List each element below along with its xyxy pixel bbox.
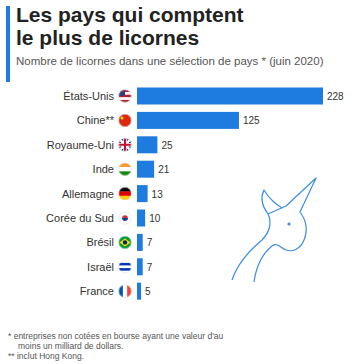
bar (137, 210, 145, 227)
bar (137, 283, 141, 300)
data-label: 228 (327, 91, 344, 102)
bar (137, 136, 157, 153)
category-label: France (80, 285, 114, 297)
flag-icon (119, 260, 132, 273)
bar (137, 88, 323, 105)
category-label: Corée du Sud (46, 212, 114, 224)
category-label: Inde (93, 163, 114, 175)
bar (137, 258, 143, 275)
data-label: 125 (243, 115, 260, 126)
flag-icon (119, 187, 132, 200)
data-label: 7 (147, 262, 153, 273)
data-label: 13 (152, 189, 164, 200)
note: ** inclut Hong Kong. (8, 351, 238, 361)
category-label: États-Unis (63, 90, 114, 102)
category-label: Royaume-Uni (47, 139, 114, 151)
flag-icon (119, 138, 132, 151)
flag-icon (119, 212, 132, 225)
note: * entreprises non cotées en bourse ayant… (8, 331, 238, 351)
data-label: 25 (161, 140, 173, 151)
flag-icon (119, 163, 132, 176)
category-label: Chine** (77, 114, 115, 126)
data-label: 5 (145, 286, 151, 297)
data-label: 21 (158, 164, 170, 175)
data-label: 7 (147, 237, 153, 248)
flag-icon (119, 285, 132, 298)
bar (137, 185, 148, 202)
title: Les pays qui comptent le plus de licorne… (16, 3, 266, 49)
subtitle: Nombre de licornes dans une sélection de… (16, 55, 356, 67)
category-label: Brésil (86, 236, 114, 248)
chart: États-Unis 228 Chine** 125 Royaume-Uni 25 Inde… (0, 0, 356, 364)
flag-icon (119, 114, 132, 127)
flag-icon (119, 90, 132, 103)
bar (137, 234, 143, 251)
bars (137, 88, 323, 300)
data-label: 10 (149, 213, 161, 224)
title-accent (6, 6, 10, 82)
category-label: Allemagne (62, 188, 114, 200)
notes: * entreprises non cotées en bourse ayant… (8, 331, 238, 361)
flag-icon (119, 236, 132, 249)
bar (137, 112, 239, 129)
bar (137, 161, 154, 178)
category-label: Israël (87, 261, 114, 273)
unicorn-illustration (232, 178, 316, 282)
